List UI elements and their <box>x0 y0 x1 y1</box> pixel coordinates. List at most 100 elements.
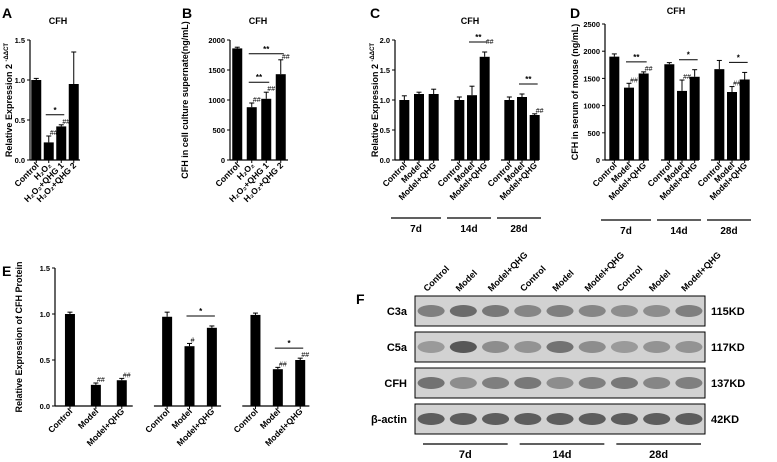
panel-c-sig-label: ** <box>475 33 482 42</box>
panel-e-sig-mark: ## <box>123 372 131 379</box>
panel-c-y-label-base: Relative Expression 2 <box>370 62 380 158</box>
blot-band <box>578 377 606 389</box>
panel-e-x-tick-label: Control <box>143 406 171 434</box>
panel-c-y-tick-label: 1.5 <box>380 66 390 75</box>
panel-d-y-tick-label: 1000 <box>583 102 600 111</box>
panel-d-letter: D <box>570 5 580 21</box>
blot-band <box>675 413 703 425</box>
blot-band <box>675 305 703 317</box>
panel-d-y-tick-label: 2000 <box>583 47 600 56</box>
blot-band <box>578 305 606 317</box>
panel-c-bar <box>454 100 465 160</box>
panel-a-sig-mark: ## <box>62 119 70 126</box>
panel-b-bar <box>246 107 257 160</box>
panel-d-y-tick-label: 2500 <box>583 20 600 29</box>
blot-group-label: 28d <box>649 449 668 461</box>
blot-band <box>482 341 510 353</box>
blot-band <box>482 377 510 389</box>
panel-d-y-tick-label: 500 <box>587 129 600 138</box>
panel-b-bar <box>232 48 243 160</box>
panel-a-y-tick-label: 0.0 <box>15 156 25 165</box>
blot-lane-label: Control <box>615 264 645 294</box>
blot-band <box>449 341 477 353</box>
panel-c-group-label: 14d <box>460 224 477 235</box>
panel-e-y-tick-label: 1.5 <box>40 264 50 273</box>
panel-a-y-tick-label: 1.5 <box>15 36 25 45</box>
panel-c-bar <box>399 100 410 160</box>
panel-d-sig-label: ** <box>633 53 640 62</box>
panel-e-letter: E <box>2 263 11 279</box>
panel-a-y-tick-label: 1.0 <box>15 76 25 85</box>
panel-e-bar <box>90 384 101 406</box>
panel-a-title: CFH <box>49 16 68 26</box>
panel-e-bar <box>295 360 306 406</box>
panel-c-bar <box>479 56 490 160</box>
panel-d-sig-mark: ## <box>683 74 691 81</box>
panel-b-y-tick-label: 0 <box>221 156 225 165</box>
blot-band <box>417 305 445 317</box>
panel-d-bar <box>689 76 700 160</box>
panel-c-bar <box>504 100 515 160</box>
panel-b-y-tick-label: 2000 <box>208 36 225 45</box>
panel-a-y-label-sup: -ΔΔCT <box>4 43 10 62</box>
blot-lane-label: Control <box>518 264 548 294</box>
blot-band <box>610 377 638 389</box>
panel-a-bar <box>56 126 67 160</box>
panel-e-y-tick-label: 0.0 <box>40 402 50 411</box>
blot-size-label: 115KD <box>711 306 745 318</box>
blot-band <box>417 341 445 353</box>
blot-band <box>482 305 510 317</box>
panel-b-title: CFH <box>249 16 268 26</box>
blot-lane-label: Model <box>647 268 672 293</box>
panel-c-bar <box>414 94 424 160</box>
panel-e-bar <box>184 346 195 406</box>
panel-b-bar <box>261 98 272 160</box>
panel-d-group-label: 7d <box>620 226 632 237</box>
panel-d-y-tick-label: 0 <box>596 156 600 165</box>
panel-b-sig-label: ** <box>263 45 270 54</box>
blot-lane-label: Control <box>421 264 451 294</box>
panel-d-bar <box>677 90 687 160</box>
panel-c-sig-mark: ## <box>536 108 544 115</box>
panel-b-y-label: CFH in cell culture supernate(ng/mL) <box>180 21 190 179</box>
panel-d-sig-label: * <box>687 51 691 60</box>
panel-c-bar <box>529 115 540 160</box>
panel-c-y-label: Relative Expression 2 -ΔΔCT <box>370 43 380 158</box>
blot-size-label: 42KD <box>711 414 739 426</box>
panel-c-sig-mark: ## <box>486 39 494 46</box>
panel-e-y-tick-label: 1.0 <box>40 310 50 319</box>
blot-band <box>449 377 477 389</box>
panel-e-sig-mark: ## <box>97 377 105 384</box>
blot-band <box>514 377 542 389</box>
blot-band <box>643 377 671 389</box>
panel-b-letter: B <box>182 5 192 21</box>
panel-b-bar <box>275 74 286 160</box>
panel-e-x-tick-label: Control <box>231 406 259 434</box>
panel-d-bar <box>609 56 620 160</box>
panel-d-bar <box>727 92 737 160</box>
panel-d-group-label: 14d <box>670 226 687 237</box>
panel-d-group-label: 28d <box>720 226 737 237</box>
panel-d-sig-mark: ## <box>630 77 638 84</box>
panel-e-bar <box>116 380 127 406</box>
panel-a-letter: A <box>2 5 12 21</box>
panel-e-bar <box>64 314 75 406</box>
panel-a-sig-label: * <box>53 106 57 115</box>
panel-e-bar <box>250 314 261 406</box>
panel-d-bar <box>624 87 634 160</box>
panel-c-title: CFH <box>461 16 480 26</box>
blot-band <box>578 341 606 353</box>
blot-band <box>643 341 671 353</box>
panel-b-sig-label: ** <box>256 73 263 82</box>
panel-d-y-tick-label: 1500 <box>583 74 600 83</box>
panel-d-sig-mark: ## <box>645 66 653 73</box>
panel-d-sig-label: * <box>737 53 741 62</box>
blot-lane-label: Model <box>550 268 575 293</box>
panel-e-bar <box>162 316 173 406</box>
blot-band <box>643 413 671 425</box>
panel-a-sig-mark: ## <box>50 130 58 137</box>
panel-b-sig-mark: ## <box>267 86 275 93</box>
panel-e-x-tick-label: Control <box>46 406 74 434</box>
blot-band <box>546 413 574 425</box>
panel-e-sig-label: * <box>199 307 203 316</box>
